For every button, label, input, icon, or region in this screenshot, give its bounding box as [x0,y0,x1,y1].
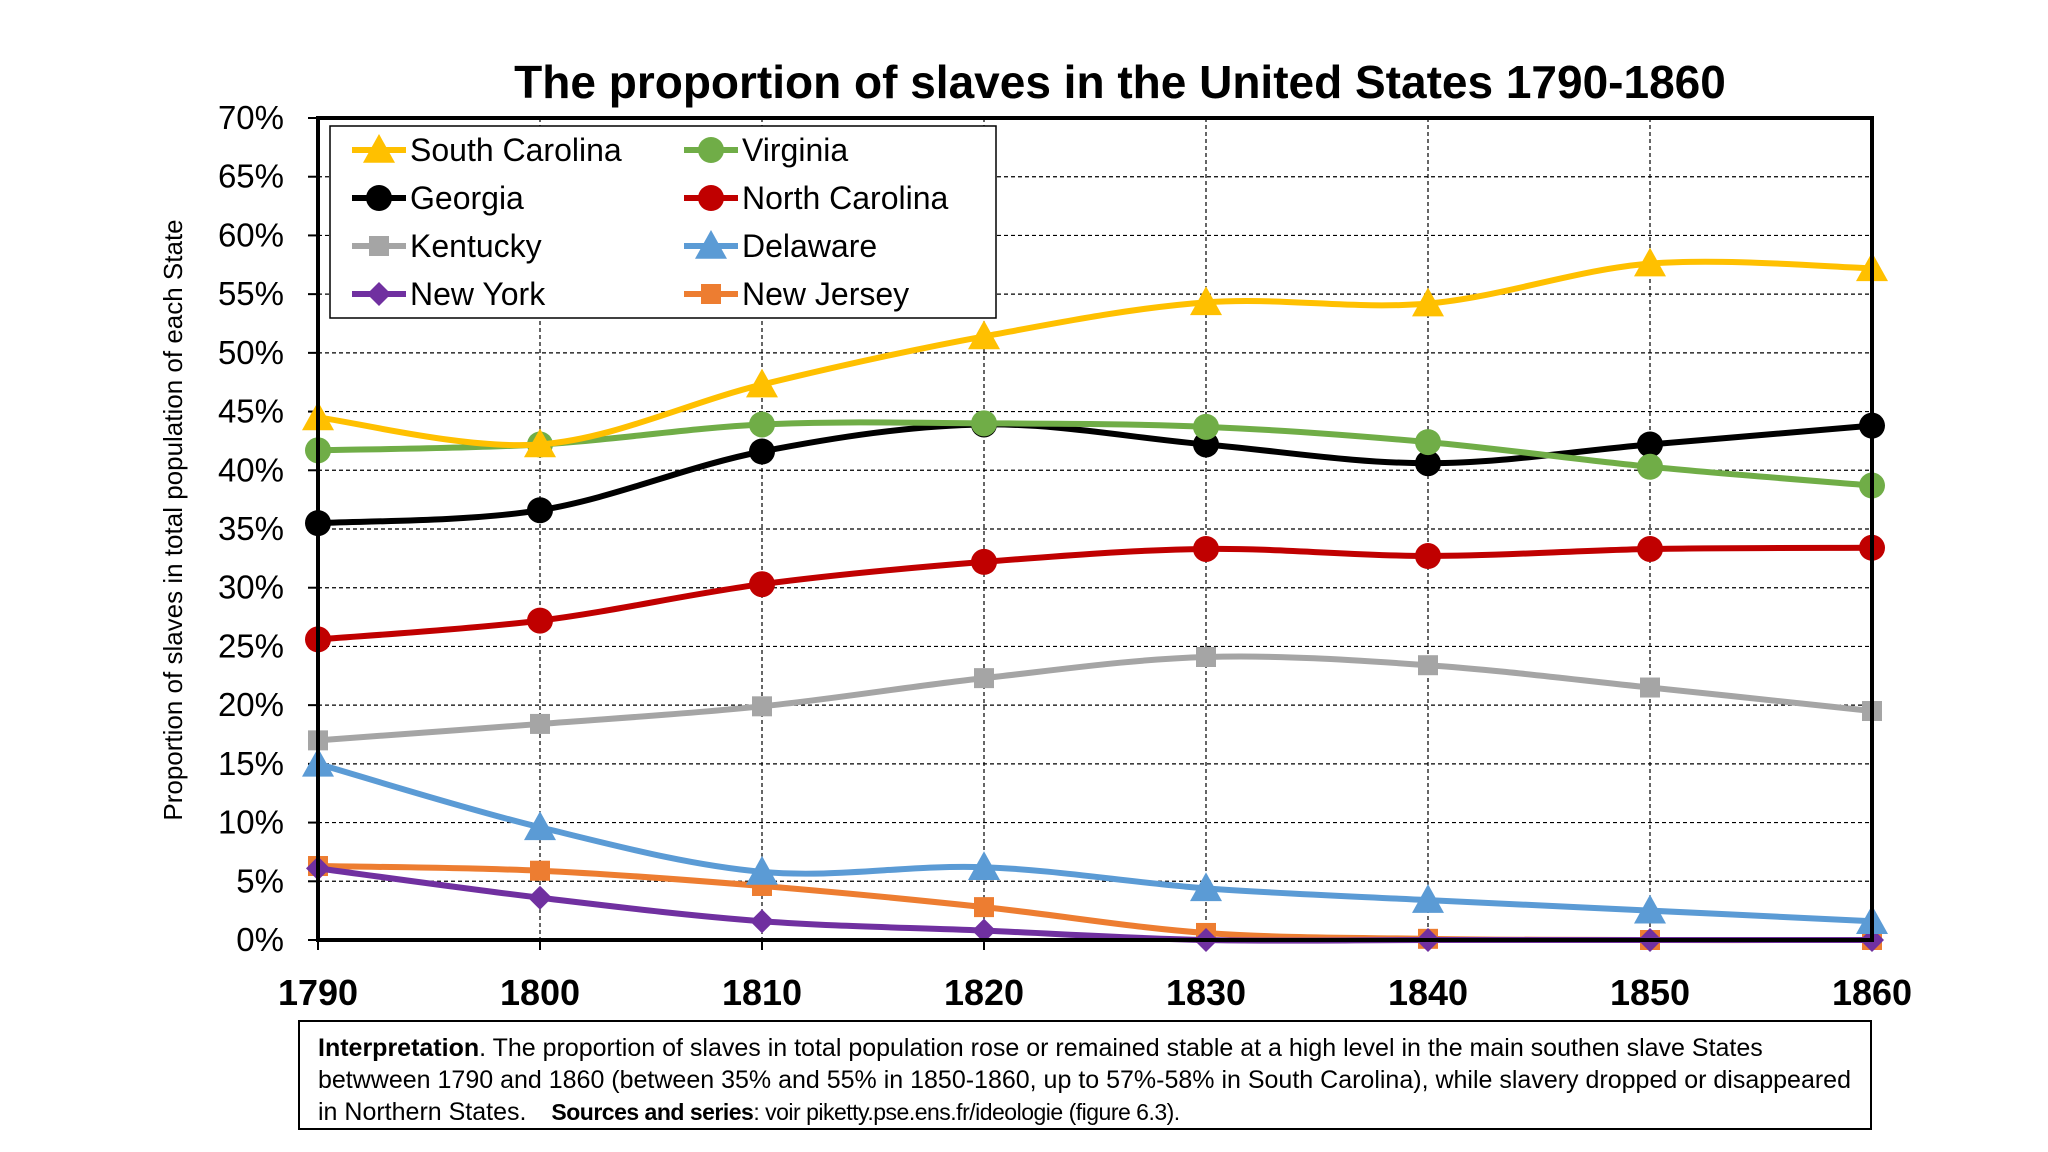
data-point-south-carolina [746,368,778,398]
x-tick-label: 1830 [1166,972,1246,1013]
legend-marker-new-jersey [701,284,721,304]
y-tick-label: 40% [218,451,284,488]
data-point-south-carolina [968,320,1000,350]
chart-title: The proportion of slaves in the United S… [514,56,1726,108]
data-point-north-carolina [1193,535,1219,562]
legend-marker-kentucky [369,236,389,256]
data-point-georgia [527,497,553,524]
series-south-carolina [302,247,1888,458]
data-point-delaware [968,851,1000,880]
data-point-south-carolina [1634,247,1666,277]
data-point-georgia [1415,450,1441,477]
data-point-virginia [971,410,997,437]
y-tick-label: 5% [236,862,284,899]
x-tick-label: 1850 [1610,972,1690,1013]
x-tick-label: 1810 [722,972,802,1013]
y-tick-label: 15% [218,745,284,782]
series-line-delaware [317,760,1873,925]
data-point-north-carolina [1415,543,1441,570]
data-point-virginia [1193,413,1219,440]
data-point-south-carolina [1412,287,1444,317]
legend-marker-north-carolina [698,185,724,211]
data-point-north-carolina [749,571,775,598]
series-delaware [302,747,1888,935]
data-point-virginia [1637,453,1663,480]
series-kentucky [308,646,1882,751]
y-tick-label: 35% [218,510,284,547]
legend-label-delaware: Delaware [742,228,877,264]
data-point-virginia [1415,429,1441,456]
series-line-kentucky [317,653,1873,744]
y-tick-label: 55% [218,275,284,312]
y-tick-label: 60% [218,216,284,253]
series-north-carolina [305,534,1885,653]
y-tick-labels: 0% 5% 10% 15% 20% 25% 30% 35% 40% 45% 50% 55% 60% 65%… [218,99,318,958]
y-tick-label: 50% [218,334,284,371]
x-tick-label: 1820 [944,972,1024,1013]
legend: South Carolina Virginia Georgia North Carol… [329,125,997,319]
legend-label-virginia: Virginia [742,132,848,168]
data-point-south-carolina [524,428,556,458]
data-point-new-jersey [530,860,550,881]
legend-label-georgia: Georgia [410,180,524,216]
y-tick-label: 65% [218,158,284,195]
legend-marker-delaware [695,230,727,259]
y-axis-label: Proportion of slaves in total population… [158,219,188,820]
data-point-georgia [1637,431,1663,458]
y-tick-label: 20% [218,686,284,723]
data-point-kentucky [1418,655,1438,676]
data-point-new-jersey [974,897,994,918]
legend-label-north-carolina: North Carolina [742,180,949,216]
legend-box [329,125,997,319]
legend-marker-virginia [698,137,724,163]
data-point-delaware [1412,884,1444,913]
x-tick-label: 1800 [500,972,580,1013]
legend-label-south-carolina: South Carolina [410,132,622,168]
data-point-new-york [528,885,552,910]
data-point-south-carolina [1190,286,1222,316]
legend-marker-georgia [366,185,392,211]
data-point-north-carolina [1637,535,1663,562]
data-point-north-carolina [971,548,997,575]
data-point-kentucky [974,668,994,689]
data-point-delaware [524,811,556,841]
legend-marker-south-carolina [363,134,395,163]
data-point-kentucky [530,713,550,734]
data-point-virginia [749,411,775,438]
x-tick-label: 1790 [278,972,358,1013]
x-tick-labels: 1790 1800 1810 1820 1830 1840 1850 1860 [278,940,1912,1013]
line-chart: The proportion of slaves in the United S… [158,56,1912,1013]
legend-label-kentucky: Kentucky [410,228,542,264]
y-tick-label: 70% [218,99,284,136]
y-tick-label: 30% [218,569,284,606]
series-line-south-carolina [317,258,1873,449]
data-point-georgia [749,438,775,465]
data-point-new-york [750,909,774,934]
data-point-kentucky [752,696,772,717]
sources-label: Sources and series [551,1099,754,1125]
data-point-kentucky [1640,677,1660,698]
data-point-new-york [972,918,996,943]
x-tick-label: 1860 [1832,972,1912,1013]
y-tick-label: 25% [218,627,284,664]
data-point-delaware [1190,872,1222,902]
x-tick-label: 1840 [1388,972,1468,1013]
legend-label-new-york: New York [410,276,546,312]
data-point-delaware [1634,894,1666,924]
data-point-kentucky [1196,646,1216,667]
y-tick-label: 10% [218,804,284,841]
series-line-georgia [317,421,1873,527]
legend-marker-new-york [367,282,391,306]
interpretation-note: Interpretation. The proportion of slaves… [298,1020,1872,1130]
data-point-north-carolina [527,607,553,634]
note-label: Interpretation [318,1034,480,1062]
series-line-north-carolina [317,544,1873,643]
note-text: . The proportion of slaves in total popu… [318,1034,1851,1126]
y-tick-label: 45% [218,393,284,430]
legend-label-new-jersey: New Jersey [742,276,909,312]
y-tick-label: 0% [236,921,284,958]
plot-frame [316,116,1874,942]
data-point-delaware [746,855,778,885]
sources-text: : voir piketty.pse.ens.fr/ideologie (fig… [753,1099,1180,1125]
